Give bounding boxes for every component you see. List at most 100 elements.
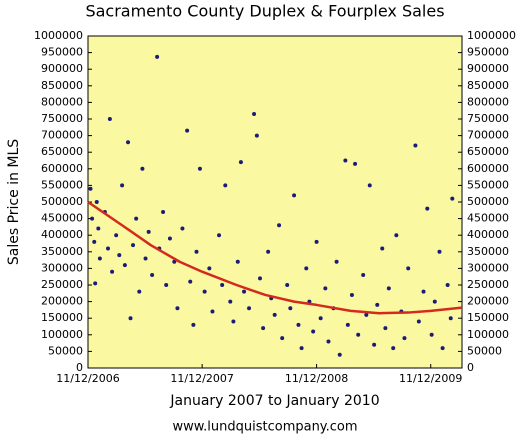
point [304,266,309,271]
point [272,312,277,317]
chart-title: Sacramento County Duplex & Fourplex Sale… [85,2,444,21]
point [261,326,266,331]
point [311,329,316,334]
point [349,292,354,297]
y2-tick-label: 700000 [467,129,509,142]
point [134,216,139,221]
y2-tick-label: 1000000 [467,29,516,42]
y-tick-label: 150000 [41,311,83,324]
point [448,316,453,321]
point [231,319,236,324]
y-tick-label: 800000 [41,95,83,108]
point [217,233,222,238]
point [93,281,98,286]
point [128,316,133,321]
point [191,322,196,327]
point [314,239,319,244]
y2-tick-label: 0 [467,361,474,374]
point [292,193,297,198]
point [247,306,252,311]
point [140,166,145,171]
point [280,336,285,341]
point [421,289,426,294]
y-tick-label: 450000 [41,212,83,225]
y-axis-label: Sales Price in MLS [6,139,22,265]
point [107,117,112,121]
point [202,289,207,294]
y-tick-label: 850000 [41,79,83,92]
y2-tick-label: 300000 [467,261,509,274]
point [106,246,111,251]
y2-tick-label: 600000 [467,162,509,175]
x-tick-label: 11/12/2008 [285,372,348,385]
y-tick-label: 500000 [41,195,83,208]
y2-tick-label: 450000 [467,212,509,225]
point [386,286,391,291]
point [194,249,199,254]
point [372,342,377,347]
point [343,158,348,163]
plot-area [87,35,463,369]
point [164,283,169,287]
y2-tick-label: 900000 [467,62,509,75]
point [288,306,293,311]
point [114,233,119,238]
point [223,183,228,188]
point [155,54,160,59]
y2-tick-label: 850000 [467,79,509,92]
point [425,206,430,211]
point [450,196,455,201]
point [445,283,450,287]
point [188,279,193,284]
point [175,306,180,311]
x-axis-label: January 2007 to January 2010 [169,393,379,409]
point [391,346,396,351]
point [337,352,342,357]
point [254,133,259,138]
point [318,316,323,321]
point [242,289,247,294]
x-tick-label: 11/12/2006 [56,372,119,385]
point [416,319,421,324]
point [94,200,99,204]
point [228,299,233,304]
point [364,312,369,317]
y2-tick-label: 750000 [467,112,509,125]
point [172,259,177,264]
point [120,183,125,188]
point [285,283,290,287]
point [88,186,93,191]
point [432,299,437,304]
x-tick-label: 11/12/2007 [170,372,233,385]
y-tick-label: 250000 [41,278,83,291]
point [122,263,127,268]
point [437,249,442,254]
point [167,236,172,241]
point [367,183,372,188]
point [380,246,385,251]
trend-line [87,200,463,315]
point [90,216,95,221]
y-tick-label: 100000 [41,328,83,341]
y-tick-label: 350000 [41,245,83,258]
y-tick-label: 0 [76,361,83,374]
y2-tick-label: 100000 [467,328,509,341]
y2-tick-label: 250000 [467,278,509,291]
y-tick-label: 200000 [41,295,83,308]
point [146,229,151,234]
point [220,283,225,287]
point [440,346,445,351]
point [161,209,166,214]
point [150,273,155,278]
y2-tick-label: 50000 [467,344,502,357]
point [345,322,350,327]
point [334,259,339,264]
point [207,266,212,271]
point [326,339,331,344]
y2-tick-label: 350000 [467,245,509,258]
y2-tick-label: 800000 [467,95,509,108]
y-tick-label: 550000 [41,178,83,191]
y-tick-label: 900000 [41,62,83,75]
point [185,128,190,133]
